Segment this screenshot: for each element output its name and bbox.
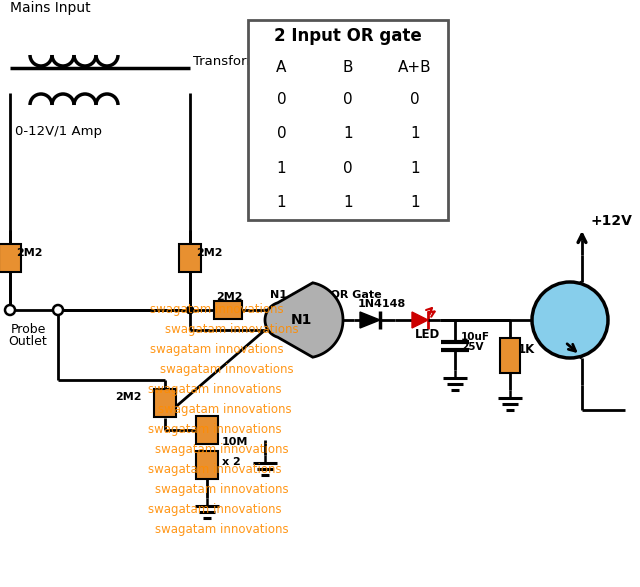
Text: A: A xyxy=(276,59,287,75)
Text: 1N4148: 1N4148 xyxy=(358,299,406,309)
Text: Mains Input: Mains Input xyxy=(10,1,91,15)
Text: Outlet: Outlet xyxy=(8,335,47,348)
Circle shape xyxy=(532,282,608,358)
Text: 10M: 10M xyxy=(222,437,248,447)
Polygon shape xyxy=(265,283,343,357)
Text: 2M2: 2M2 xyxy=(16,248,42,258)
Text: swagatam innovations: swagatam innovations xyxy=(150,343,284,356)
Text: 0: 0 xyxy=(343,92,353,107)
Circle shape xyxy=(186,306,193,313)
Text: swagatam innovations: swagatam innovations xyxy=(158,403,292,417)
Text: 1: 1 xyxy=(276,195,286,210)
Text: 1: 1 xyxy=(343,126,353,141)
Text: swagatam innovations: swagatam innovations xyxy=(165,323,299,336)
Text: 0: 0 xyxy=(343,161,353,176)
Text: 0: 0 xyxy=(276,126,286,141)
Text: swagatam innovations: swagatam innovations xyxy=(155,444,289,457)
Text: A+B: A+B xyxy=(398,59,431,75)
Text: swagatam innovations: swagatam innovations xyxy=(155,484,289,497)
Text: 1K: 1K xyxy=(518,343,535,356)
Text: 0: 0 xyxy=(410,92,419,107)
Circle shape xyxy=(53,305,63,315)
FancyBboxPatch shape xyxy=(154,389,176,417)
Text: 1: 1 xyxy=(410,161,419,176)
Text: N1 = any OR Gate: N1 = any OR Gate xyxy=(270,290,381,300)
Text: swagatam innovations: swagatam innovations xyxy=(148,504,282,517)
Polygon shape xyxy=(412,312,428,328)
Polygon shape xyxy=(360,312,380,328)
Bar xyxy=(248,20,448,220)
FancyBboxPatch shape xyxy=(0,244,21,272)
Text: x 2: x 2 xyxy=(222,457,241,467)
FancyBboxPatch shape xyxy=(214,301,242,319)
Text: swagatam innovations: swagatam innovations xyxy=(148,464,282,477)
Text: 0-12V/1 Amp: 0-12V/1 Amp xyxy=(15,125,102,138)
Text: 1: 1 xyxy=(410,126,419,141)
Text: 1: 1 xyxy=(343,195,353,210)
Text: 25V: 25V xyxy=(461,342,483,352)
FancyBboxPatch shape xyxy=(196,416,218,444)
Text: 2M2: 2M2 xyxy=(115,392,141,402)
Text: swagatam innovations: swagatam innovations xyxy=(148,423,282,437)
Text: N1: N1 xyxy=(291,313,312,327)
Text: 2M2: 2M2 xyxy=(216,292,243,302)
FancyBboxPatch shape xyxy=(500,338,520,373)
Text: B: B xyxy=(343,59,353,75)
FancyBboxPatch shape xyxy=(196,451,218,479)
Text: swagatam innovations: swagatam innovations xyxy=(160,363,294,376)
Text: +12V: +12V xyxy=(590,214,632,228)
Circle shape xyxy=(5,305,15,315)
Text: 1: 1 xyxy=(410,195,419,210)
Text: swagatam innovations: swagatam innovations xyxy=(150,303,284,316)
Text: 0: 0 xyxy=(276,92,286,107)
Text: swagatam innovations: swagatam innovations xyxy=(148,383,282,396)
FancyBboxPatch shape xyxy=(179,244,201,272)
Text: swagatam innovations: swagatam innovations xyxy=(155,524,289,537)
Text: 10uF: 10uF xyxy=(461,332,490,342)
Text: Transformer: Transformer xyxy=(193,55,273,68)
Text: LED: LED xyxy=(415,328,440,341)
Circle shape xyxy=(186,306,193,313)
Text: Probe: Probe xyxy=(10,323,45,336)
Text: 1: 1 xyxy=(276,161,286,176)
Text: 2 Input OR gate: 2 Input OR gate xyxy=(274,27,422,45)
Text: 2M2: 2M2 xyxy=(196,248,223,258)
